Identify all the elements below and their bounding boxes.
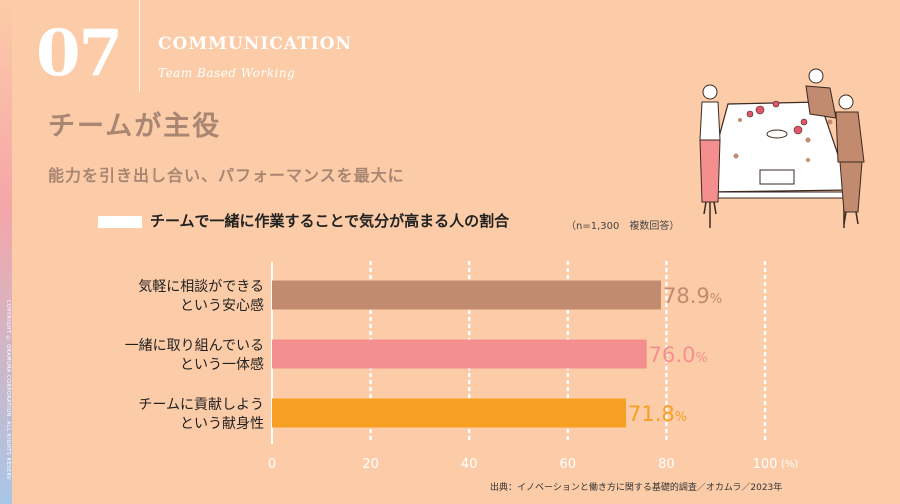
x-axis-unit: (%) <box>781 459 798 470</box>
bar <box>272 280 661 310</box>
value-label: 76.0% <box>649 343 708 367</box>
x-tick-label: 80 <box>658 457 675 472</box>
chart-title: チームで一緒に作業することで気分が高まる人の割合 <box>150 212 510 230</box>
page-heading: チームが主役 <box>48 111 222 142</box>
category-label: 気軽に相談ができる <box>138 279 264 295</box>
category-label: という献身性 <box>180 416 264 432</box>
x-tick-label: 60 <box>560 457 577 472</box>
bar <box>272 339 647 369</box>
category-label: 一緒に取り組んでいる <box>125 338 264 354</box>
chart-note: （n=1,300 複数回答） <box>566 221 680 232</box>
copyright-text: COPYRIGHT © OKAMURA CORPORATION. ALL RIG… <box>5 300 11 480</box>
chart-title-marker <box>98 216 142 228</box>
section-title: COMMUNICATION <box>158 34 353 54</box>
value-label: 78.9% <box>663 284 722 308</box>
section-subtitle: Team Based Working <box>158 66 296 80</box>
category-label: という一体感 <box>180 356 264 373</box>
divider-line <box>139 0 140 92</box>
value-label: 71.8% <box>628 402 687 426</box>
category-label: という安心感 <box>180 297 264 314</box>
source-note: 出典：イノベーションと働き方に関する基礎的調査／オカムラ／2023年 <box>490 483 783 493</box>
x-tick-label: 20 <box>362 457 379 472</box>
x-tick-label: 100 <box>753 457 778 472</box>
side-stripe <box>0 0 12 504</box>
section-number: 07 <box>36 16 123 91</box>
team-meeting-illustration <box>699 68 865 228</box>
category-label: チームに貢献しよう <box>138 397 264 413</box>
bar <box>272 398 626 428</box>
x-tick-label: 0 <box>268 457 276 472</box>
x-tick-label: 40 <box>461 457 478 472</box>
page-subheading: 能力を引き出し合い、パフォーマンスを最大に <box>48 166 405 185</box>
